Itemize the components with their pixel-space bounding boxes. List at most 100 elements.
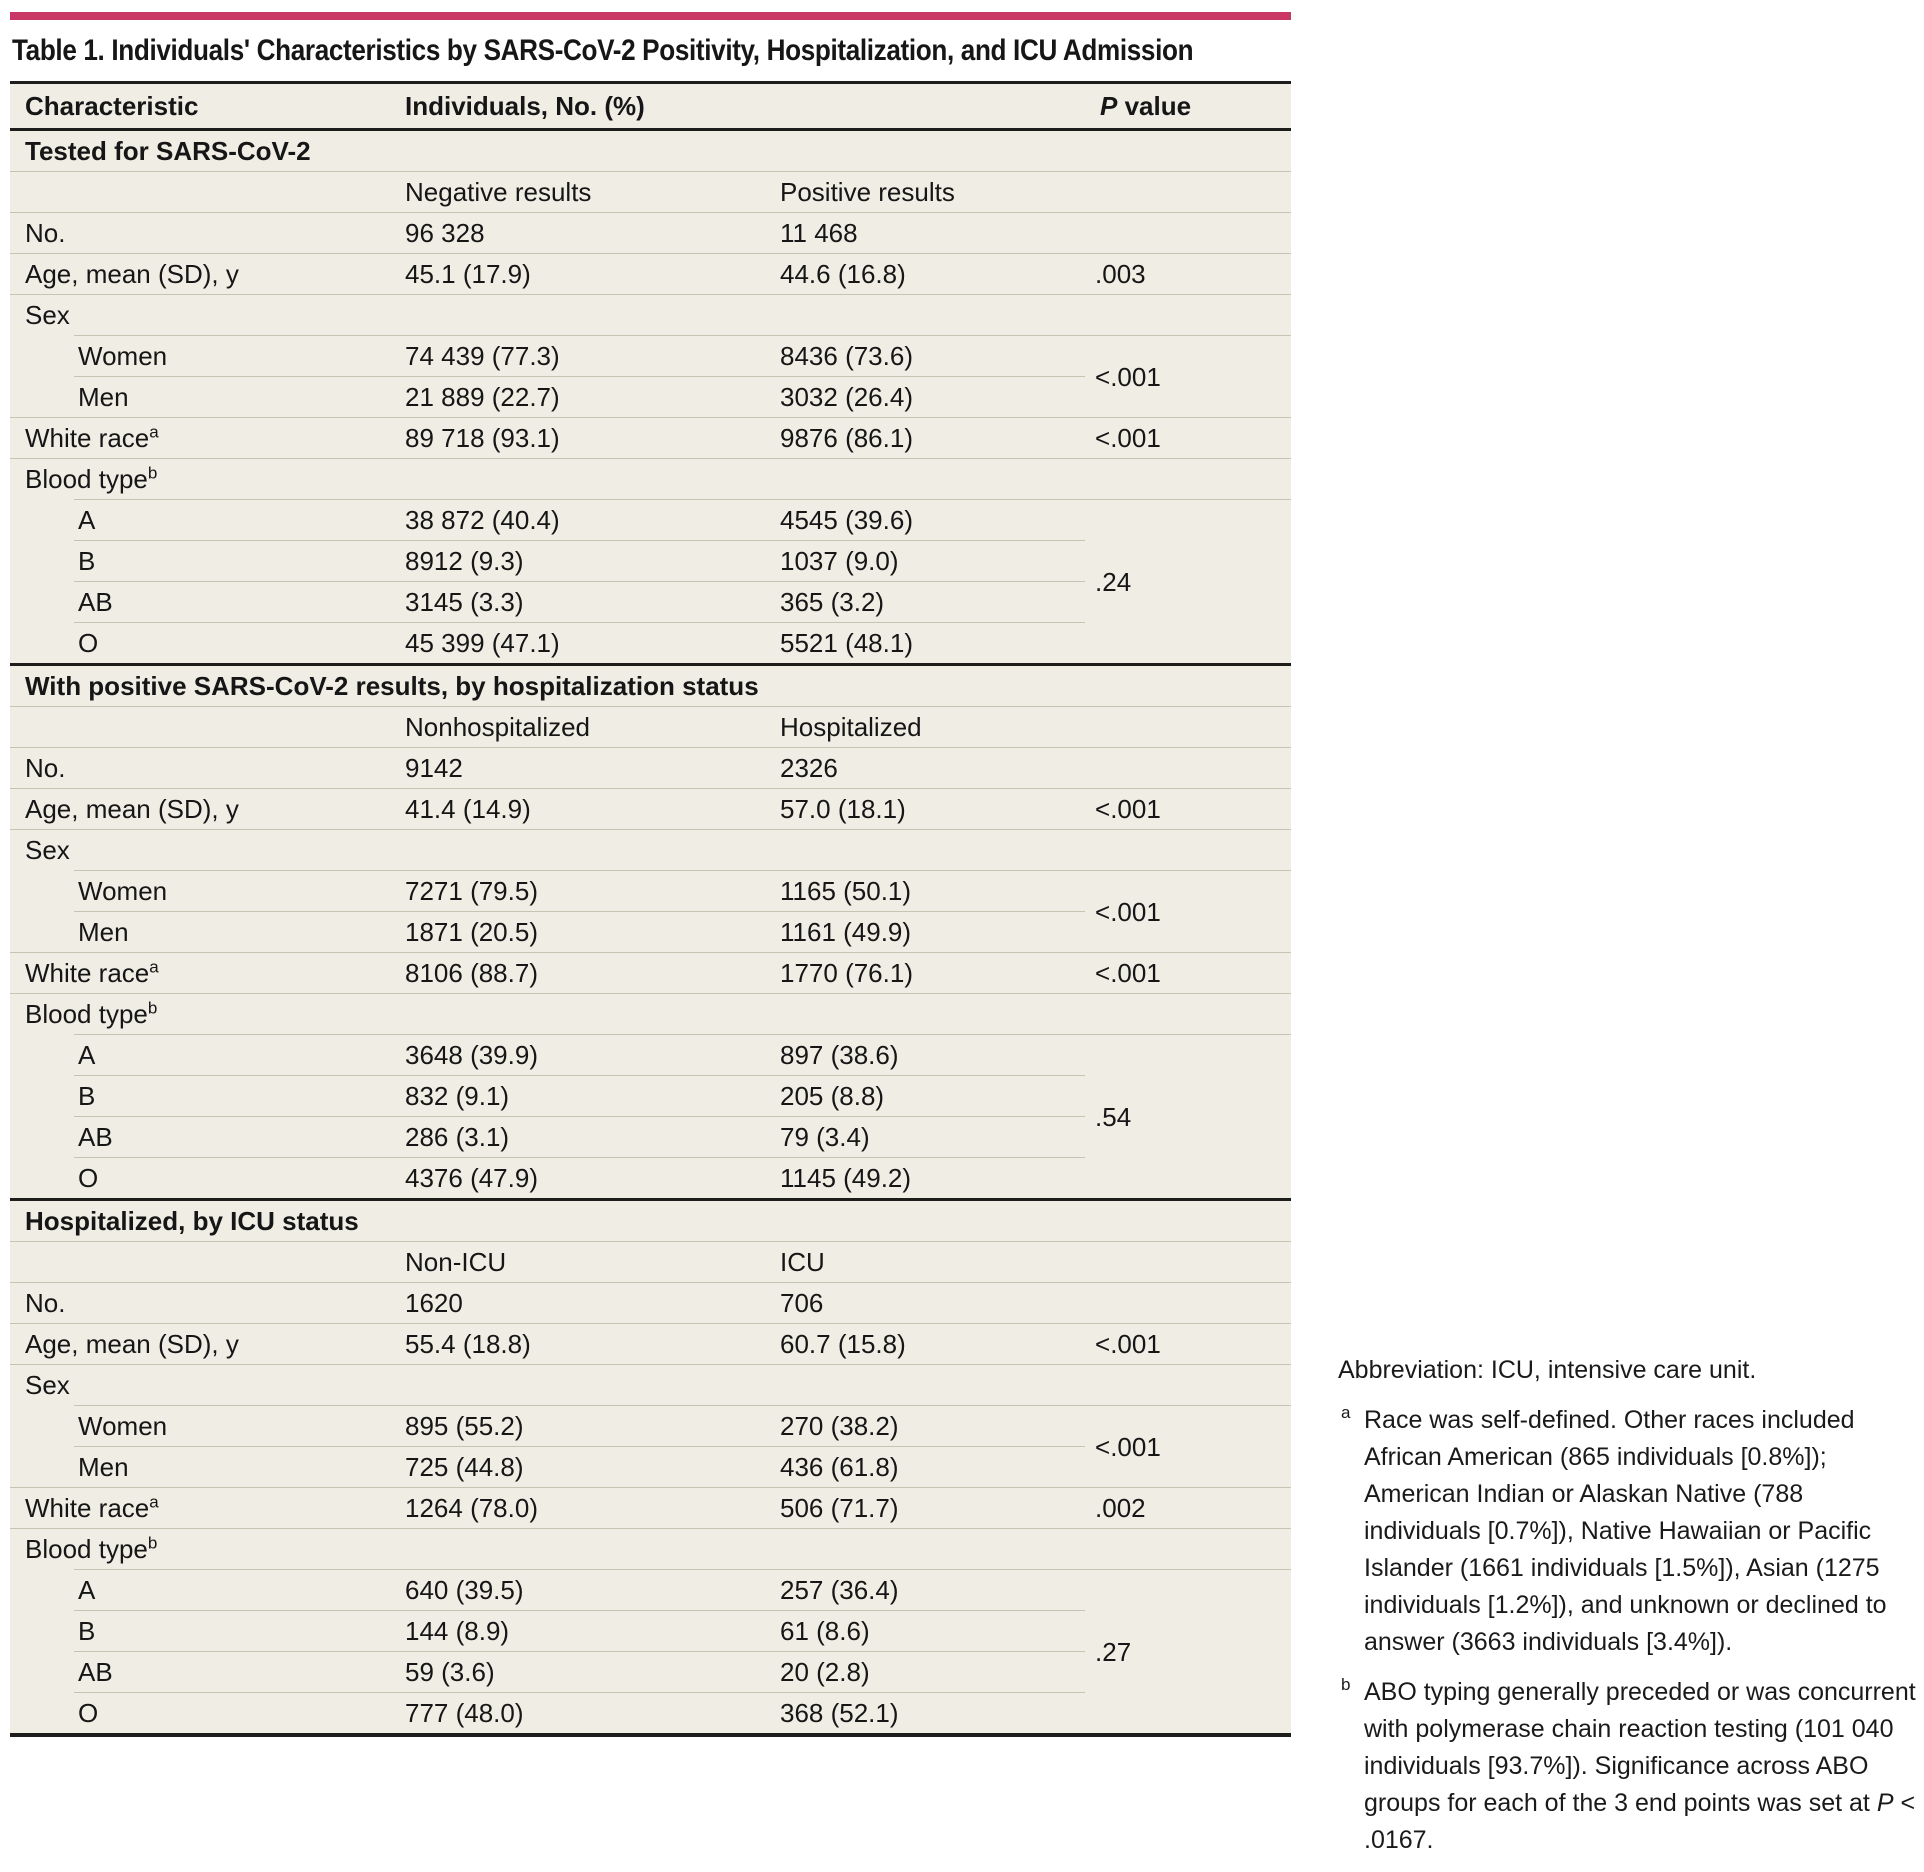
cell-value: 45 399 (47.1): [390, 622, 765, 663]
row-label: A: [10, 499, 390, 540]
section-header: With positive SARS-CoV-2 results, by hos…: [10, 663, 1292, 706]
cell-value: 41.4 (14.9): [390, 788, 765, 829]
section-row: Tested for SARS-CoV-2: [10, 128, 1292, 171]
cell-value: 506 (71.7): [765, 1487, 1086, 1528]
footnote-marker: b: [1341, 1675, 1351, 1694]
group-label: Sex: [10, 1364, 1292, 1405]
p-value-cell: [1085, 706, 1292, 747]
cell-value: 61 (8.6): [765, 1610, 1086, 1651]
group-label: Sex: [10, 294, 1292, 335]
p-value-cell: [1085, 747, 1292, 788]
row-label: White racea: [10, 952, 390, 993]
col-header-characteristic: Characteristic: [10, 81, 390, 128]
cell-value: 1871 (20.5): [390, 911, 765, 952]
table-row: No. 9142 2326: [10, 747, 1292, 788]
row-label: Women: [10, 1405, 390, 1446]
p-value-cell: .002: [1085, 1487, 1292, 1528]
col-header-individuals: Individuals, No. (%): [390, 81, 1086, 128]
row-label: O: [10, 1692, 390, 1733]
p-value-cell: .003: [1085, 253, 1292, 294]
row-label: A: [10, 1034, 390, 1075]
cell-value: 3032 (26.4): [765, 376, 1086, 417]
cell-value: 640 (39.5): [390, 1569, 765, 1610]
cell-value: 9142: [390, 747, 765, 788]
cell-value: 5521 (48.1): [765, 622, 1086, 663]
group-row: Blood typeb: [10, 458, 1292, 499]
characteristics-table: Characteristic Individuals, No. (%) P va…: [10, 81, 1292, 1737]
row-label: No.: [10, 747, 390, 788]
row-label: Age, mean (SD), y: [10, 788, 390, 829]
p-value-cell: <.001: [1085, 1323, 1292, 1364]
row-label: A: [10, 1569, 390, 1610]
table-row: White racea 89 718 (93.1) 9876 (86.1) <.001: [10, 417, 1292, 458]
p-italic: P: [1100, 91, 1118, 121]
cell-value: 1165 (50.1): [765, 870, 1086, 911]
table-row: Women 895 (55.2) 270 (38.2) <.001: [10, 1405, 1292, 1461]
footnote-b-p-italic: P: [1876, 1789, 1894, 1817]
cell-value: 4376 (47.9): [390, 1157, 765, 1198]
table-row: B 144 (8.9) 61 (8.6): [10, 1610, 1291, 1651]
row-label: Age, mean (SD), y: [10, 1323, 390, 1364]
table-row: A 38 872 (40.4) 4545 (39.6) .24: [10, 499, 1292, 596]
p-value-cell: [1085, 212, 1292, 253]
footnote-marker: b: [147, 463, 158, 483]
cell-value: 79 (3.4): [765, 1116, 1086, 1157]
row-label: O: [10, 1157, 390, 1198]
footnote-marker: a: [149, 422, 159, 442]
cell-value: 8912 (9.3): [390, 540, 765, 581]
table-row: Men 725 (44.8) 436 (61.8): [10, 1446, 1291, 1487]
table-row: B 8912 (9.3) 1037 (9.0): [10, 540, 1291, 581]
table-row: White racea 8106 (88.7) 1770 (76.1) <.001: [10, 952, 1292, 993]
col-subheader: Positive results: [765, 171, 1086, 212]
abbreviation-note: Abbreviation: ICU, intensive care unit.: [1338, 1356, 1757, 1384]
p-value-cell: <.001: [1085, 952, 1292, 993]
row-label: AB: [10, 1116, 390, 1157]
cell-value: 706: [765, 1282, 1086, 1323]
footnotes: Abbreviation: ICU, intensive care unit. …: [1338, 1352, 1924, 1872]
empty-cell: [10, 1241, 390, 1282]
cell-value: 20 (2.8): [765, 1651, 1086, 1692]
footnote-marker: b: [147, 1533, 158, 1553]
cell-value: 96 328: [390, 212, 765, 253]
col-subheader: ICU: [765, 1241, 1086, 1282]
footnote-marker: b: [147, 998, 158, 1018]
group-row: Sex: [10, 1364, 1292, 1405]
subheader-row: Negative results Positive results: [10, 171, 1292, 212]
table-row: B 832 (9.1) 205 (8.8): [10, 1075, 1291, 1116]
table-row: AB 59 (3.6) 20 (2.8): [10, 1651, 1291, 1692]
section-header: Tested for SARS-CoV-2: [10, 128, 1292, 171]
cell-value: 144 (8.9): [390, 1610, 765, 1651]
table-row: AB 3145 (3.3) 365 (3.2): [10, 581, 1291, 622]
table-row: Age, mean (SD), y 45.1 (17.9) 44.6 (16.8).…: [10, 253, 1292, 294]
col-subheader: Hospitalized: [765, 706, 1086, 747]
cell-value: 9876 (86.1): [765, 417, 1086, 458]
section-header: Hospitalized, by ICU status: [10, 1198, 1292, 1241]
group-row: Sex: [10, 829, 1292, 870]
empty-cell: [10, 171, 390, 212]
row-label: White racea: [10, 1487, 390, 1528]
table-row: No. 96 328 11 468: [10, 212, 1292, 253]
p-value-cell: <.001: [1085, 335, 1292, 417]
footnote-b-text: ABO typing generally preceded or was con…: [1364, 1678, 1916, 1817]
table-row: Age, mean (SD), y 41.4 (14.9) 57.0 (18.1) <…: [10, 788, 1292, 829]
table-row: A 640 (39.5) 257 (36.4) .27: [10, 1569, 1292, 1666]
table-row: Men 21 889 (22.7) 3032 (26.4): [10, 376, 1291, 417]
row-label: White racea: [10, 417, 390, 458]
group-row: Blood typeb: [10, 1528, 1292, 1569]
cell-value: 1770 (76.1): [765, 952, 1086, 993]
p-rest: value: [1117, 91, 1192, 121]
row-label: AB: [10, 581, 390, 622]
cell-value: 45.1 (17.9): [390, 253, 765, 294]
table-row: Men 1871 (20.5) 1161 (49.9): [10, 911, 1291, 952]
cell-value: 368 (52.1): [765, 1692, 1086, 1733]
cell-value: 3145 (3.3): [390, 581, 765, 622]
row-label: No.: [10, 212, 390, 253]
cell-value: 2326: [765, 747, 1086, 788]
cell-value: 3648 (39.9): [390, 1034, 765, 1075]
group-label: Blood typeb: [10, 1528, 1292, 1569]
cell-value: 38 872 (40.4): [390, 499, 765, 540]
table1-panel: Table 1. Individuals' Characteristics by…: [10, 12, 1292, 1737]
cell-value: 365 (3.2): [765, 581, 1086, 622]
cell-value: 1620: [390, 1282, 765, 1323]
cell-value: 725 (44.8): [390, 1446, 765, 1487]
